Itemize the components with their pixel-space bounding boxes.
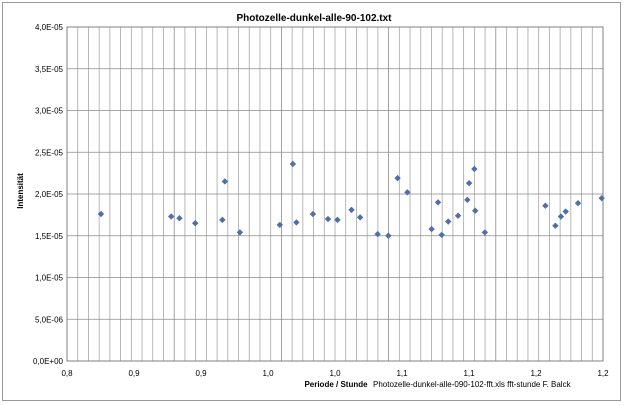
- y-tick-label: 1,5E-05: [35, 232, 64, 241]
- grid: [66, 26, 604, 362]
- plot-area: [66, 26, 604, 362]
- x-tick-label: 0,9: [128, 369, 140, 378]
- x-tick-label: 0,8: [61, 369, 73, 378]
- data-point: [236, 229, 244, 236]
- data-point: [445, 218, 452, 225]
- data-point: [428, 225, 435, 233]
- data-point: [472, 207, 479, 214]
- data-point: [404, 189, 411, 196]
- data-point: [562, 208, 569, 215]
- data-point: [219, 216, 226, 224]
- y-tick-label: 2,5E-05: [35, 148, 64, 157]
- x-tick-label: 1,1: [396, 369, 408, 378]
- chart-title: Photozelle-dunkel-alle-90-102.txt: [236, 13, 392, 24]
- x-tick-label: 1,2: [597, 369, 609, 378]
- data-point: [574, 199, 582, 207]
- data-point: [465, 179, 473, 187]
- data-points: [97, 160, 605, 239]
- chart-credit: Photozelle-dunkel-alle-090-102-fft.xls f…: [373, 380, 572, 389]
- data-point: [176, 215, 183, 222]
- y-tick-label: 2,0E-05: [35, 190, 64, 199]
- x-tick-label: 0,9: [195, 369, 207, 378]
- y-tick-label: 3,0E-05: [35, 107, 64, 116]
- data-point: [598, 194, 605, 202]
- data-point: [471, 165, 478, 173]
- x-axis-label: Periode / Stunde: [304, 380, 368, 389]
- data-point: [374, 230, 381, 238]
- x-tick-label: 1,0: [329, 369, 341, 378]
- data-point: [293, 219, 300, 226]
- data-point: [324, 215, 332, 223]
- x-tick-labels: 0,8 0,9 0,9 1,0 1,0 1,1 1,1 1,2 1,2: [61, 369, 609, 378]
- data-point: [97, 210, 105, 218]
- data-point: [481, 229, 489, 236]
- data-point: [385, 232, 392, 239]
- x-tick-label: 1,0: [262, 369, 274, 378]
- data-point: [434, 199, 442, 206]
- data-point: [276, 221, 283, 229]
- data-point: [348, 206, 355, 214]
- data-point: [542, 202, 549, 209]
- y-axis-label: Intensität: [16, 173, 25, 209]
- y-tick-label: 3,5E-05: [35, 65, 64, 74]
- y-tick-label: 4,0E-05: [35, 23, 64, 32]
- data-point: [167, 213, 175, 220]
- data-point: [438, 231, 445, 239]
- data-point: [356, 214, 364, 221]
- x-tick-label: 1,2: [530, 369, 542, 378]
- data-point: [334, 216, 341, 224]
- scatter-chart: Photozelle-dunkel-alle-90-102.txt 0,0E+0…: [16, 13, 609, 389]
- data-point: [309, 210, 317, 218]
- y-tick-label: 1,0E-05: [35, 274, 64, 283]
- data-point: [464, 196, 471, 204]
- data-point: [454, 212, 462, 219]
- data-point: [552, 222, 559, 229]
- data-point: [221, 178, 229, 185]
- data-point: [394, 174, 401, 182]
- data-point: [192, 220, 199, 227]
- chart-frame: Photozelle-dunkel-alle-90-102.txt 0,0E+0…: [2, 2, 621, 401]
- data-point: [557, 213, 565, 220]
- y-tick-label: 5,0E-06: [35, 315, 64, 324]
- data-point: [289, 160, 297, 168]
- y-tick-labels: 0,0E+00 5,0E-06 1,0E-05 1,5E-05 2,0E-05 2,5E-…: [33, 23, 64, 366]
- y-tick-label: 0,0E+00: [33, 357, 64, 366]
- x-tick-label: 1,1: [463, 369, 475, 378]
